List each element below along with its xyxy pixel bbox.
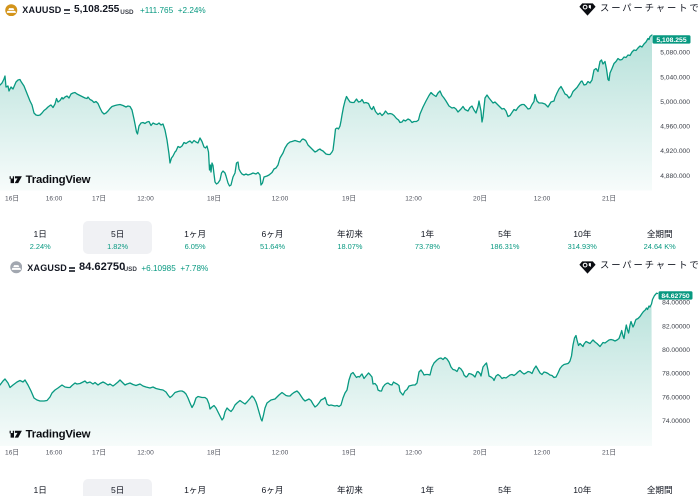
svg-text:78.00000: 78.00000 (662, 371, 690, 378)
svg-text:16日: 16日 (5, 194, 19, 202)
svg-text:12:00: 12:00 (534, 195, 551, 202)
svg-text:20日: 20日 (473, 449, 487, 457)
svg-text:4,920.000: 4,920.000 (660, 148, 690, 155)
svg-text:82.00000: 82.00000 (662, 323, 690, 330)
svg-text:19日: 19日 (342, 194, 356, 202)
svg-text:12:00: 12:00 (405, 450, 422, 457)
svg-text:4,960.000: 4,960.000 (660, 124, 690, 131)
svg-text:12:00: 12:00 (405, 195, 422, 202)
svg-text:5,080.000: 5,080.000 (660, 50, 690, 57)
svg-text:5,040.000: 5,040.000 (660, 74, 690, 81)
svg-text:16:00: 16:00 (46, 450, 63, 457)
svg-text:12:00: 12:00 (137, 195, 154, 202)
svg-text:19日: 19日 (342, 449, 356, 457)
svg-text:16日: 16日 (5, 449, 19, 457)
svg-text:17日: 17日 (92, 194, 106, 202)
svg-text:TradingView: TradingView (26, 174, 91, 186)
svg-text:84.62750: 84.62750 (661, 293, 690, 300)
svg-text:5,108.255: 5,108.255 (656, 37, 686, 44)
svg-text:21日: 21日 (602, 194, 616, 202)
svg-text:21日: 21日 (602, 449, 616, 457)
svg-text:20日: 20日 (473, 194, 487, 202)
svg-text:12:00: 12:00 (137, 450, 154, 457)
svg-text:17日: 17日 (92, 449, 106, 457)
svg-text:18日: 18日 (207, 194, 221, 202)
svg-text:12:00: 12:00 (272, 195, 289, 202)
svg-text:18日: 18日 (207, 449, 221, 457)
svg-text:TradingView: TradingView (26, 429, 91, 441)
svg-text:5,000.000: 5,000.000 (660, 99, 690, 106)
svg-text:74.00000: 74.00000 (662, 418, 690, 425)
svg-text:80.00000: 80.00000 (662, 347, 690, 354)
svg-text:84.00000: 84.00000 (662, 300, 690, 307)
svg-text:12:00: 12:00 (272, 450, 289, 457)
svg-text:16:00: 16:00 (46, 195, 63, 202)
svg-text:12:00: 12:00 (534, 450, 551, 457)
svg-text:4,880.000: 4,880.000 (660, 173, 690, 180)
svg-text:76.00000: 76.00000 (662, 394, 690, 401)
